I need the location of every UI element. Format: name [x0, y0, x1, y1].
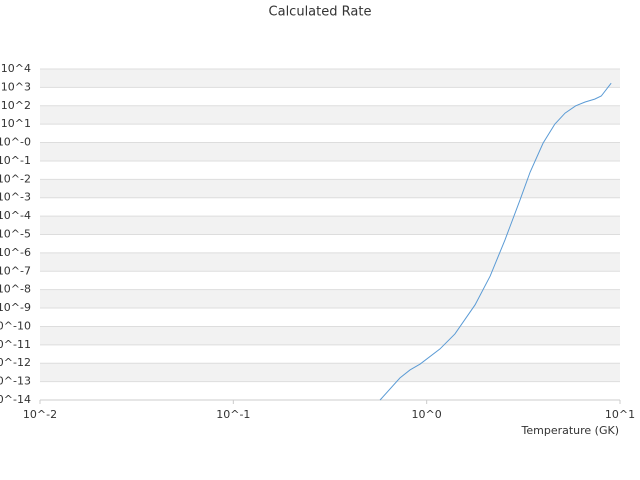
grid-band: [40, 326, 620, 345]
grid-band: [40, 160, 620, 180]
y-tick-label: 10^-5: [0, 228, 31, 241]
y-tick-label: 10^-3: [0, 191, 31, 204]
grid-band: [40, 142, 620, 161]
y-tick-label: 10^4: [1, 62, 31, 75]
y-tick-label: 10^-12: [0, 356, 31, 369]
x-tick-label: 10^-1: [216, 408, 250, 421]
y-tick-label: 10^1: [1, 117, 31, 130]
grid-band: [40, 344, 620, 364]
y-tick-label: 10^-9: [0, 301, 31, 314]
y-tick-label: 10^-6: [0, 246, 31, 259]
grid-band: [40, 381, 620, 400]
y-tick-label: 10^-1: [0, 154, 31, 167]
y-tick-label: 10^-10: [0, 319, 31, 332]
y-tick-label: 10^2: [1, 99, 31, 112]
grid-band: [40, 289, 620, 309]
data-line: [379, 82, 612, 401]
x-tick-label: 10^-2: [23, 408, 57, 421]
grid-band: [40, 69, 620, 88]
y-tick-label: 10^-13: [0, 375, 31, 388]
grid-band: [40, 363, 620, 382]
grid-band: [40, 124, 620, 143]
y-tick-label: 10^-2: [0, 172, 31, 185]
x-tick-label: 10^1: [605, 408, 635, 421]
grid-band: [40, 271, 620, 290]
grid-band: [40, 308, 620, 327]
grid-band: [40, 234, 620, 253]
grid-band: [40, 179, 620, 198]
grid-band: [40, 105, 620, 125]
grid-band: [40, 216, 620, 235]
x-tick-label: 10^0: [412, 408, 442, 421]
y-tick-label: 10^-14: [0, 393, 31, 406]
y-tick-label: 10^-4: [0, 209, 31, 222]
y-tick-label: 10^-0: [0, 136, 31, 149]
grid-band: [40, 252, 620, 272]
y-tick-label: 10^-7: [0, 264, 31, 277]
chart-title: Calculated Rate: [269, 5, 372, 20]
grid-band: [40, 197, 620, 217]
y-tick-label: 10^-8: [0, 283, 31, 296]
y-tick-label: 10^3: [1, 80, 31, 93]
grid-band: [40, 87, 620, 106]
x-axis-label: Temperature (GK): [521, 424, 620, 437]
y-tick-label: 10^-11: [0, 338, 31, 351]
